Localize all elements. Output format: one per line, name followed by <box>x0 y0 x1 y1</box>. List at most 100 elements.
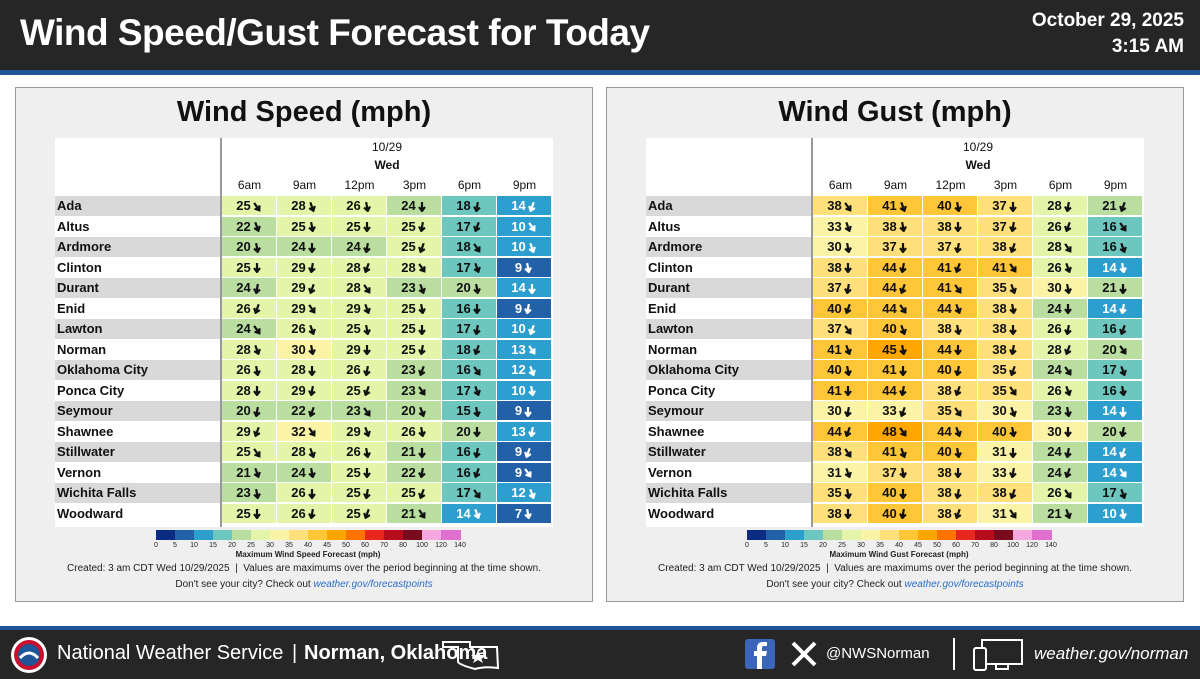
wind-arrow <box>524 468 532 478</box>
value: 44 <box>882 382 897 398</box>
web-icon[interactable] <box>972 638 1024 672</box>
wind-arrow <box>527 426 536 438</box>
prompt: Don't see your city? Check out <box>175 579 311 590</box>
value: 16 <box>1102 239 1117 254</box>
forecast-cell: 44 <box>868 298 922 318</box>
wind-arrow <box>1119 262 1127 274</box>
value: 44 <box>937 423 952 439</box>
forecast-cell: 25 <box>277 216 331 236</box>
forecast-cell: 24 <box>1033 462 1087 482</box>
wind-arrow <box>524 406 532 418</box>
wind-arrow <box>524 262 533 274</box>
wind-arrow <box>363 303 371 315</box>
legend-swatch <box>441 530 461 540</box>
value: 26 <box>1047 259 1062 275</box>
value: 33 <box>882 403 897 418</box>
wind-arrow <box>362 262 371 274</box>
wind-arrow <box>417 488 426 500</box>
wind-arrow <box>1119 242 1127 254</box>
forecast-cell: 9 <box>497 401 551 420</box>
wind-arrow <box>1008 467 1017 479</box>
social-handle[interactable]: @NWSNorman <box>826 645 930 662</box>
value: 28 <box>291 362 306 377</box>
forecast-cell: 29 <box>277 380 331 400</box>
forecast-cell: 14 <box>1088 442 1142 461</box>
value: 9 <box>514 464 523 480</box>
value: 14 <box>511 280 526 295</box>
value: 26 <box>1047 321 1062 336</box>
wind-arrow <box>473 283 481 295</box>
value: 33 <box>992 464 1007 480</box>
x-icon[interactable] <box>790 640 818 668</box>
wind-arrow <box>307 304 316 314</box>
legend-tick: 30 <box>857 542 865 549</box>
wind-arrow <box>363 201 371 213</box>
city-name: Ada <box>646 196 811 216</box>
legend-tick: 70 <box>971 542 979 549</box>
legend-swatch <box>346 530 366 540</box>
forecast-cell: 41 <box>868 442 922 461</box>
forecast-cell: 10 <box>497 216 551 236</box>
forecast-cell: 35 <box>813 483 867 502</box>
forecast-cell: 26 <box>277 503 331 523</box>
value: 12 <box>511 485 526 500</box>
legend-swatch <box>937 530 957 540</box>
value: 37 <box>937 239 952 254</box>
value: 41 <box>827 341 842 357</box>
wind-arrow <box>843 406 852 418</box>
value: 26 <box>236 300 251 316</box>
value: 16 <box>456 444 471 459</box>
city-name: Oklahoma City <box>55 360 220 380</box>
value: 25 <box>401 321 416 336</box>
forecast-cell: 28 <box>222 380 276 400</box>
value: 20 <box>456 423 471 439</box>
forecast-cell: 17 <box>442 380 496 400</box>
forecast-cell: 18 <box>442 196 496 215</box>
forecast-cell: 24 <box>277 462 331 482</box>
forecast-cell: 28 <box>332 257 386 277</box>
wind-arrow <box>843 386 852 397</box>
value: 38 <box>992 341 1007 357</box>
wind-arrow <box>417 263 426 273</box>
forecast-cell: 28 <box>1033 339 1087 359</box>
wind-arrow <box>1063 467 1072 479</box>
wind-arrow <box>953 488 962 500</box>
wind-arrow <box>953 468 962 479</box>
facebook-icon[interactable] <box>745 639 775 669</box>
value: 44 <box>937 300 952 316</box>
value: 9 <box>514 403 523 418</box>
website[interactable]: weather.gov/norman <box>1034 644 1189 663</box>
city-name: Durant <box>646 278 811 298</box>
wind-arrow <box>1064 262 1072 274</box>
value: 31 <box>827 464 842 480</box>
value: 38 <box>937 464 952 480</box>
forecast-link[interactable]: weather.gov/forecastpoints <box>313 579 433 590</box>
legend-swatch <box>384 530 404 540</box>
wind-arrow <box>1119 488 1127 500</box>
forecast-cell: 37 <box>813 319 867 338</box>
forecast-link[interactable]: weather.gov/forecastpoints <box>904 579 1024 590</box>
forecast-cell: 26 <box>277 483 331 502</box>
legend-swatch <box>956 530 976 540</box>
wind-arrow <box>1008 447 1017 459</box>
legend-tick: 40 <box>304 542 312 549</box>
forecast-cell: 26 <box>1033 380 1087 400</box>
value: 41 <box>882 444 897 459</box>
value: 26 <box>236 362 251 377</box>
city-name: Altus <box>55 216 220 237</box>
value: 17 <box>456 321 471 336</box>
wind-arrow <box>252 303 261 315</box>
forecast-cell: 17 <box>442 216 496 236</box>
wind-arrow <box>953 385 962 397</box>
forecast-table: 10/29 Wed 6am 9am 12pm 3pm 6pm 9pm Ada 25 28 26 24 18… <box>55 138 553 527</box>
wind-arrow <box>1063 304 1072 315</box>
legend-swatch <box>823 530 843 540</box>
forecast-cell: 22 <box>387 462 441 482</box>
value: 38 <box>937 505 952 521</box>
value: 38 <box>827 259 842 275</box>
forecast-cell: 44 <box>923 421 977 441</box>
legend-swatch <box>899 530 919 540</box>
value: 37 <box>882 239 897 254</box>
value: 38 <box>827 505 842 521</box>
wind-arrow <box>308 221 316 233</box>
